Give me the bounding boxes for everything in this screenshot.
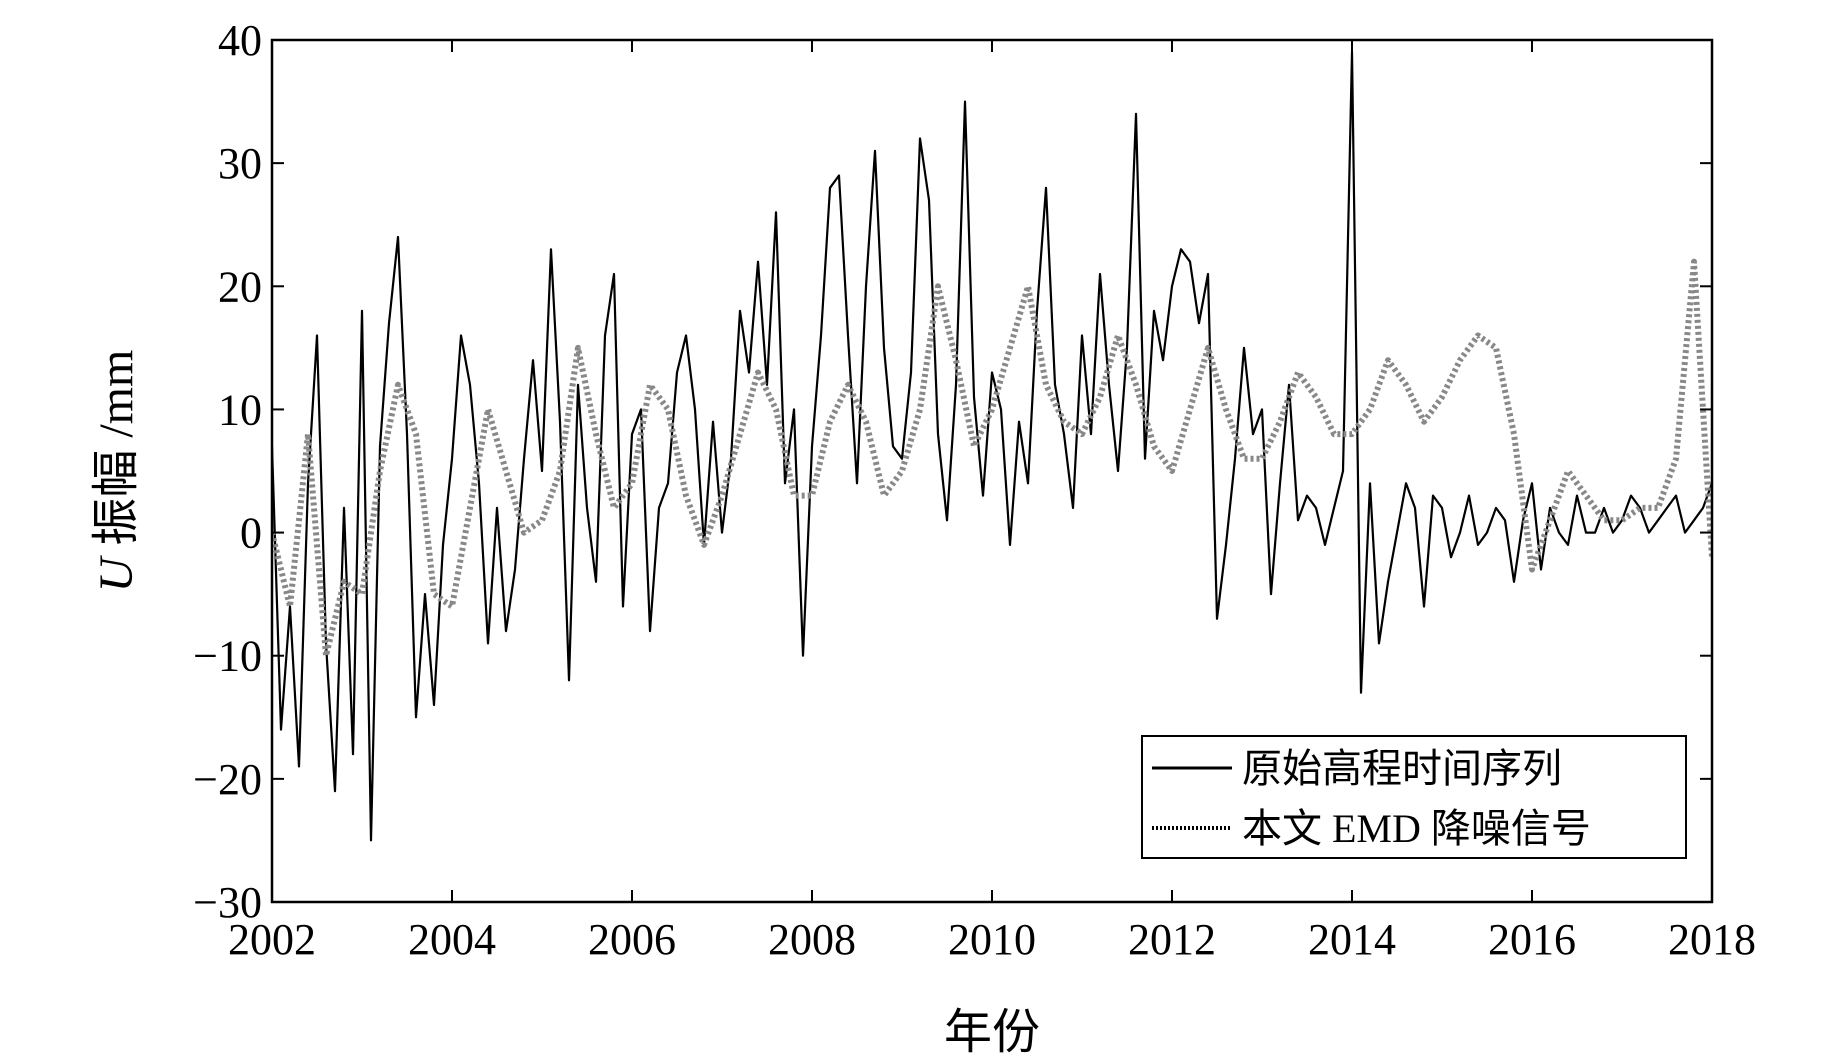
y-axis-title-variable: U	[90, 554, 143, 592]
legend-box	[1141, 735, 1687, 859]
x-axis-title: 年份	[944, 1006, 1040, 1059]
x-tick-label: 2006	[588, 915, 676, 964]
x-tick-label: 2018	[1668, 915, 1756, 964]
legend: 原始高程时间序列 本文 EMD 降噪信号	[1141, 735, 1687, 859]
y-tick-label: 0	[240, 509, 262, 558]
y-tick-label: −30	[193, 878, 262, 927]
x-tick-label: 2014	[1308, 915, 1396, 964]
x-tick-label: 2016	[1488, 915, 1576, 964]
series-line-original	[272, 51, 1712, 842]
y-tick-label: −20	[193, 755, 262, 804]
legend-label-emd: 本文 EMD 降噪信号	[1242, 806, 1591, 851]
y-axis: −30 −20 −10 0 10 20 30 40	[193, 16, 1712, 927]
y-axis-title-unit: 振幅 /mm	[90, 350, 143, 558]
y-tick-label: 40	[218, 16, 262, 65]
series-layer	[272, 51, 1712, 842]
series-line-emd	[272, 258, 1712, 659]
legend-label-original: 原始高程时间序列	[1242, 746, 1562, 791]
y-tick-label: −10	[193, 632, 262, 681]
x-tick-label: 2002	[228, 915, 316, 964]
y-tick-label: 10	[218, 385, 262, 434]
x-tick-label: 2008	[768, 915, 856, 964]
x-tick-label: 2010	[948, 915, 1036, 964]
x-axis: 2002 2004 2006 2008 2010 2012 2014 2016 2018	[228, 40, 1756, 964]
y-tick-label: 20	[218, 262, 262, 311]
x-tick-label: 2004	[408, 915, 496, 964]
x-tick-label: 2012	[1128, 915, 1216, 964]
y-tick-label: 30	[218, 139, 262, 188]
y-axis-title: U 振幅 /mm	[90, 350, 143, 593]
